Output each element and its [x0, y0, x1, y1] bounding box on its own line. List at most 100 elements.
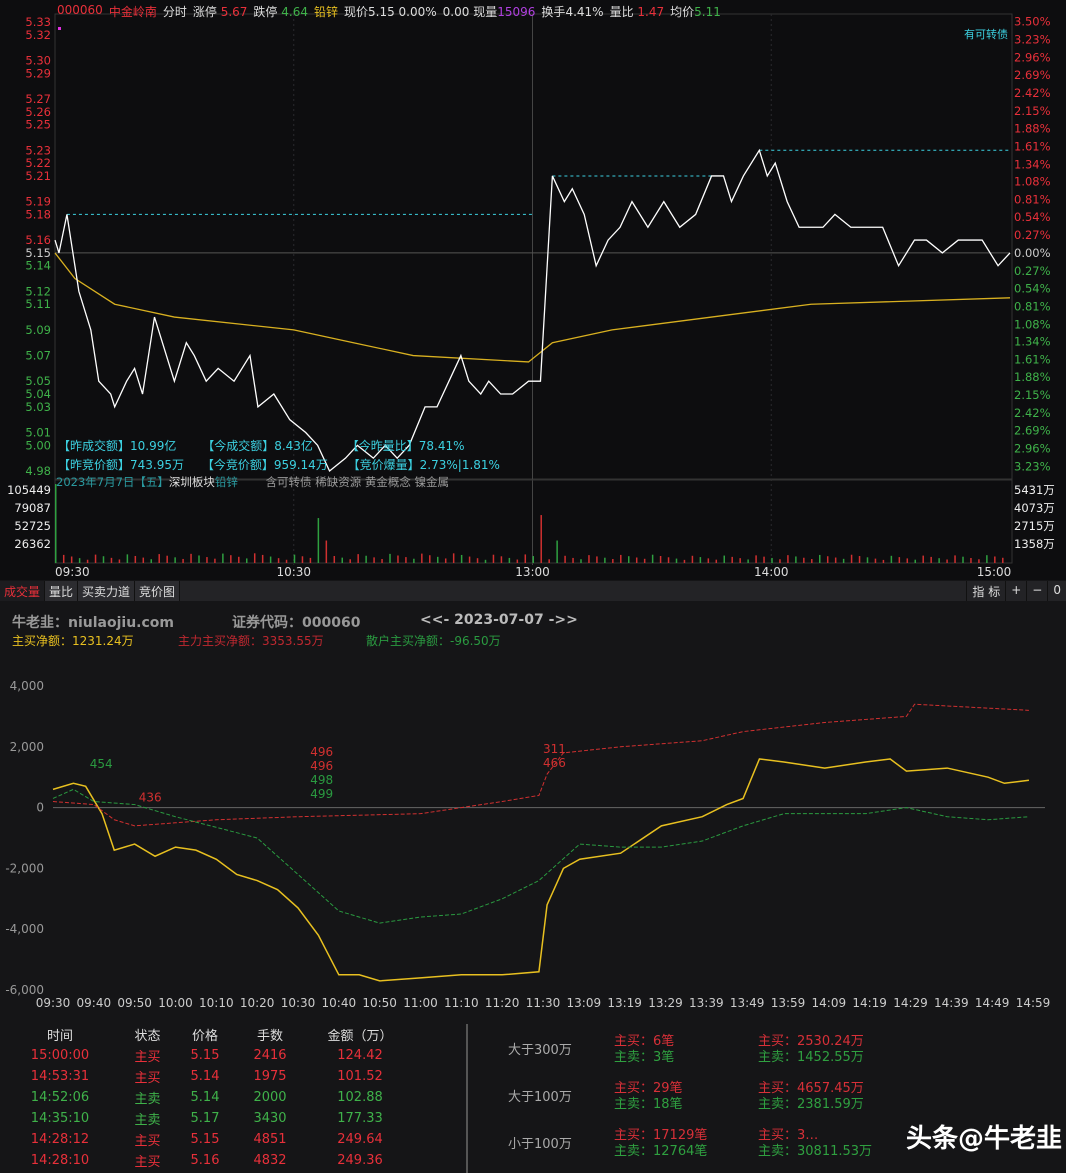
- flow-annotation: 496: [310, 759, 333, 773]
- volume-bar: [190, 553, 192, 563]
- price-line: [54, 148, 1011, 473]
- tab-buy-sell-force[interactable]: 买卖力道: [78, 581, 136, 601]
- reset-button[interactable]: 0: [1047, 581, 1066, 601]
- price-tick: 5.29: [25, 66, 51, 80]
- turnover: 4.41%: [565, 5, 604, 19]
- table-row[interactable]: 14:52:06 主卖 5.14 2000 102.88: [0, 1087, 460, 1108]
- volume-bar: [55, 484, 57, 563]
- cell-amount: 124.42: [337, 1048, 383, 1063]
- table-row[interactable]: 14:28:12 主买 5.15 4851 249.64: [0, 1129, 460, 1150]
- summary-buy_a: 主买：2530.24万: [758, 1034, 864, 1049]
- volume-bar: [198, 555, 200, 563]
- indicator-tabs: 成交量 量比 买卖力道 竞价图 指 标 + − 0: [0, 581, 1066, 601]
- volume-bar: [158, 554, 160, 563]
- intraday-chart[interactable]: 5.335.32 5.305.29 5.275.265.25 5.235.225.21…: [0, 0, 1066, 580]
- change-pct: 0.00%: [398, 5, 437, 19]
- volume-bar: [460, 554, 463, 563]
- info-item: 【昨成交额】10.99亿: [58, 439, 177, 453]
- cell-amount: 102.88: [337, 1090, 383, 1105]
- volume-bar: [70, 556, 73, 563]
- volume-bar: [222, 553, 224, 563]
- volume-bar: [866, 557, 869, 563]
- cell-side: 主买: [134, 1071, 161, 1086]
- flow-y-tick: -2,000: [5, 861, 44, 875]
- pct-tick: 3.50%: [1014, 15, 1051, 29]
- volume-bar: [214, 558, 216, 563]
- flow-y-tick: -6,000: [5, 983, 44, 997]
- table-row[interactable]: 14:35:10 主卖 5.17 3430 177.33: [0, 1108, 460, 1129]
- volume-bar: [301, 556, 304, 563]
- volume-bar: [604, 557, 606, 563]
- volume-bar: [492, 554, 495, 563]
- convertible-bond-badge[interactable]: 有可转债: [964, 28, 1008, 41]
- tab-volume-ratio[interactable]: 量比: [45, 581, 79, 601]
- intraday-chart-panel[interactable]: 5.33 5.32 5.30 5.29 5.27 5.26 5.25 5.23 5.22 5.21…: [0, 0, 1066, 580]
- tab-volume[interactable]: 成交量: [0, 581, 46, 601]
- flow-x-tick: 13:59: [771, 996, 806, 1010]
- stock-name: 中金岭南: [108, 5, 157, 19]
- pct-tick: 2.69%: [1014, 68, 1051, 82]
- concepts: 含可转债 稀缺资源 黄金概念 镍金属: [265, 475, 450, 489]
- summary-label: 大于300万: [508, 1043, 572, 1058]
- flow-x-tick: 11:00: [403, 996, 438, 1010]
- indicator-button[interactable]: 指 标: [966, 581, 1005, 601]
- volume-bar: [182, 558, 184, 563]
- watermark: 头条@牛老韭: [906, 1124, 1063, 1154]
- flow-x-tick: 13:09: [567, 996, 602, 1010]
- flow-x-tick: 10:30: [281, 996, 316, 1010]
- zoom-in-button[interactable]: +: [1005, 581, 1026, 601]
- volume-bar: [381, 558, 383, 563]
- table-row[interactable]: 14:28:10 主买 5.16 4832 249.36: [0, 1150, 460, 1171]
- date-navigator[interactable]: <<- 2023-07-07 ->>: [420, 612, 578, 628]
- pct-tick: 2.42%: [1014, 86, 1051, 100]
- price-tick: 5.07: [25, 349, 51, 363]
- zoom-out-button[interactable]: −: [1026, 581, 1047, 601]
- cur-vol: 15096: [497, 5, 536, 19]
- cell-time: 14:28:10: [30, 1153, 90, 1168]
- retail-net-buy: 散户主买净额：-96.50万: [366, 634, 501, 648]
- table-row[interactable]: 14:53:31 主买 5.14 1975 101.52: [0, 1066, 460, 1087]
- flow-x-tick: 11:10: [444, 996, 479, 1010]
- flow-annotation: 498: [310, 773, 333, 787]
- volume-bar: [763, 556, 765, 563]
- volume-bar: [118, 559, 121, 563]
- price-tick: 5.12: [25, 284, 51, 298]
- volume-bar: [246, 558, 248, 563]
- volume-bar: [397, 555, 399, 563]
- volume-bar: [238, 556, 240, 563]
- table-row[interactable]: 15:00:00 主买 5.15 2416 124.42: [0, 1045, 460, 1066]
- volume-bar: [86, 559, 89, 563]
- pct-tick: 0.54%: [1014, 282, 1051, 296]
- volume-bar: [850, 554, 853, 563]
- volume-bar: [755, 555, 757, 563]
- volume-bar: [723, 555, 725, 563]
- flow-y-tick: 4,000: [10, 679, 44, 693]
- mode-label: 分时: [162, 5, 187, 19]
- tab-auction[interactable]: 竞价图: [135, 581, 181, 601]
- volume-bar: [930, 556, 932, 563]
- money-flow-panel: 牛老韭：niulaojiu.com 证券代码：000060 <<- 2023-0…: [0, 601, 1066, 1021]
- volume-bar: [516, 559, 519, 563]
- cell-side: 主买: [134, 1050, 161, 1065]
- price-tick: 5.22: [25, 156, 51, 170]
- volume-bar: [986, 555, 988, 563]
- volume-bar: [588, 555, 590, 563]
- volume-bar: [643, 558, 646, 563]
- change: 0.00: [442, 5, 470, 19]
- flow-x-tick: 09:50: [117, 996, 152, 1010]
- volume-bar: [914, 559, 916, 563]
- pct-tick: 0.27%: [1014, 264, 1051, 278]
- price-tick: 5.03: [25, 400, 51, 414]
- volume-bar: [476, 558, 479, 563]
- cell-lots: 4832: [253, 1153, 287, 1168]
- volume-bar: [612, 559, 614, 563]
- volume-bar: [484, 559, 487, 563]
- volume-bar: [468, 556, 471, 563]
- time-tick: 14:00: [754, 565, 789, 579]
- flow-series-line: [52, 758, 1030, 982]
- volume-bar: [882, 559, 885, 563]
- amount-tick: 2715万: [1014, 519, 1055, 533]
- quote-header: 000060 中金岭南 分时 涨停 5.67 跌停 4.64 铅锌 现价5.15…: [57, 3, 721, 20]
- volume-bar: [540, 515, 542, 563]
